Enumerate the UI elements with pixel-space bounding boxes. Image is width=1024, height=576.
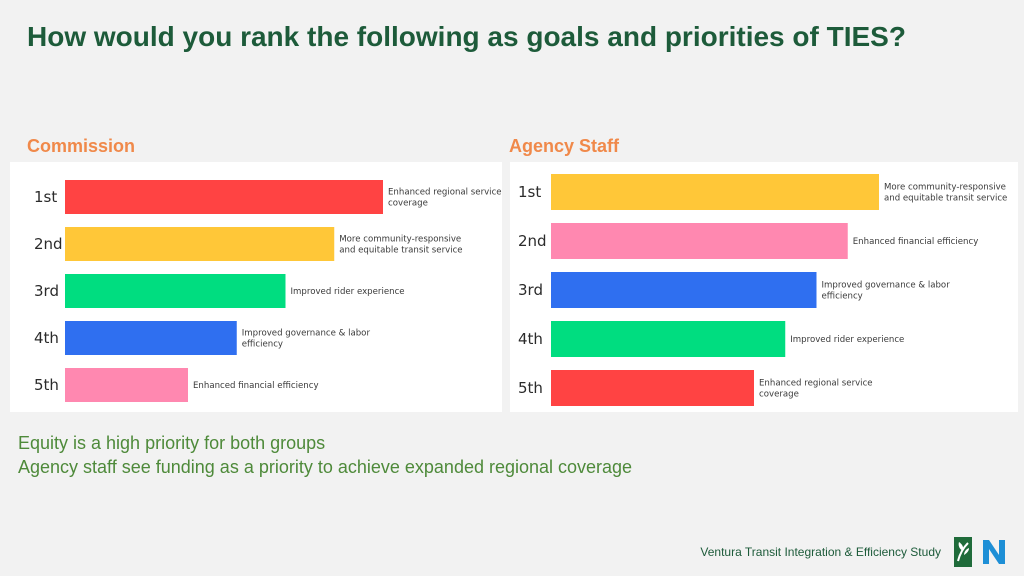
rank-label: 4th <box>34 329 59 347</box>
bar-priority-label: More community-responsive <box>339 235 461 245</box>
commission-panel-label: Commission <box>27 136 136 156</box>
ventura-leaf-logo-icon <box>954 537 972 567</box>
bar-priority-label: More community-responsive <box>884 183 1006 193</box>
takeaway-note: Agency staff see funding as a priority t… <box>18 457 633 477</box>
ranking-bar <box>551 321 786 357</box>
ranking-bar <box>65 180 383 214</box>
commission-chart-panel: 1st Enhanced regional service coverage 2nd M… <box>10 162 502 412</box>
bar-priority-label: efficiency <box>822 292 863 302</box>
rank-label: 4th <box>518 330 543 348</box>
rank-label: 1st <box>34 188 57 206</box>
rank-label: 3rd <box>34 282 59 300</box>
ranking-bar <box>551 223 848 259</box>
ranking-bar <box>65 227 335 261</box>
bar-priority-label: Enhanced financial efficiency <box>193 381 319 391</box>
bar-priority-label: Improved governance & labor <box>242 329 371 339</box>
rank-label: 2nd <box>34 235 63 253</box>
bar-priority-label: Improved governance & labor <box>822 281 951 291</box>
bar-priority-label: coverage <box>759 390 799 400</box>
bar-priority-label: Enhanced regional service <box>759 379 873 389</box>
bar-priority-label: Enhanced regional service <box>388 188 502 198</box>
staff-chart-panel: 1st More community-responsive and equitabl… <box>510 162 1018 412</box>
rank-label: 1st <box>518 183 541 201</box>
rank-label: 5th <box>518 379 543 397</box>
n-logo-icon <box>980 538 1008 566</box>
ranking-bar <box>551 174 879 210</box>
rank-label: 5th <box>34 376 59 394</box>
footer-study-name: Ventura Transit Integration & Efficiency… <box>700 545 941 559</box>
bar-priority-label: and equitable transit service <box>339 246 462 256</box>
bar-priority-label: and equitable transit service <box>884 194 1007 204</box>
rank-label: 3rd <box>518 281 543 299</box>
ranking-bar <box>551 272 817 308</box>
ranking-bar <box>65 321 237 355</box>
staff-panel-label: Agency Staff <box>509 136 620 156</box>
bar-priority-label: efficiency <box>242 340 283 350</box>
bar-priority-label: Improved rider experience <box>790 335 904 345</box>
takeaway-notes: Equity is a high priority for both group… <box>18 431 632 479</box>
rank-label: 2nd <box>518 232 547 250</box>
ranking-bar <box>65 274 286 308</box>
takeaway-note: Equity is a high priority for both group… <box>18 433 326 453</box>
bar-priority-label: coverage <box>388 199 428 209</box>
page-title: How would you rank the following as goal… <box>27 21 906 52</box>
ranking-bar <box>65 368 188 402</box>
ranking-bar <box>551 370 754 406</box>
bar-priority-label: Improved rider experience <box>291 287 405 297</box>
bar-priority-label: Enhanced financial efficiency <box>853 237 979 247</box>
